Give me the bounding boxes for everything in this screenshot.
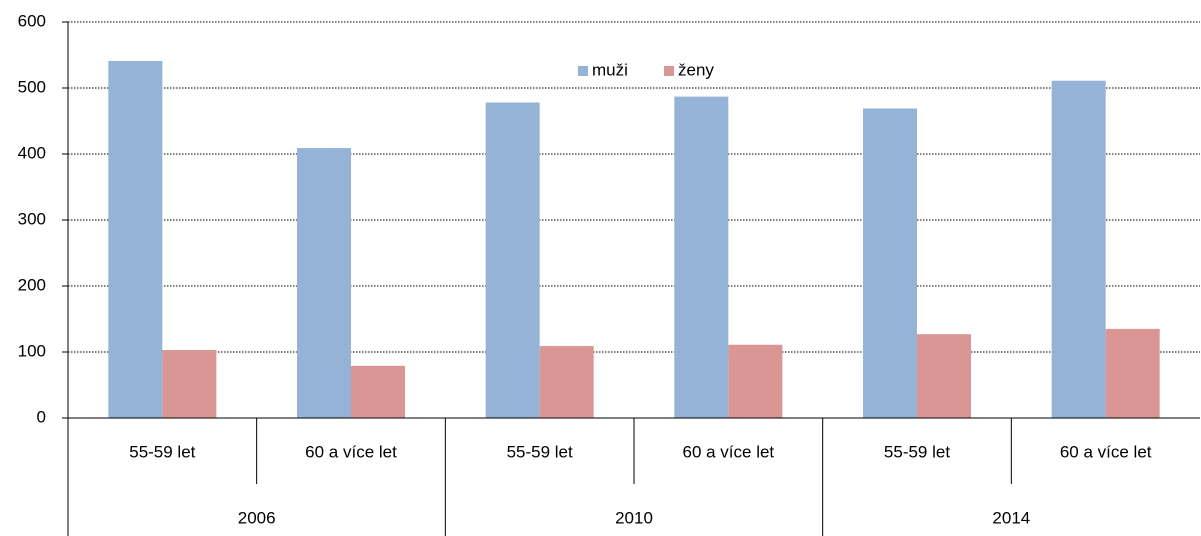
y-tick-label: 400: [18, 143, 46, 162]
x-tick-label: 55-59 let: [884, 442, 950, 461]
y-tick-label: 600: [18, 11, 46, 30]
group-label: 2014: [992, 508, 1030, 527]
x-tick-label: 60 a více let: [305, 442, 397, 461]
legend-label: muži: [592, 60, 628, 79]
bar: [674, 96, 729, 418]
legend-swatch: [664, 66, 674, 76]
legend-label: ženy: [678, 60, 714, 79]
x-tick-label: 55-59 let: [507, 442, 573, 461]
legend-background: [566, 58, 746, 84]
x-tick-label: 60 a více let: [682, 442, 774, 461]
bar: [728, 344, 783, 418]
y-tick-label: 500: [18, 77, 46, 96]
y-tick-label: 200: [18, 275, 46, 294]
y-tick-label: 100: [18, 341, 46, 360]
x-tick-label: 55-59 let: [129, 442, 195, 461]
bar: [1105, 328, 1160, 418]
bar: [1051, 80, 1106, 419]
x-tick-label: 60 a více let: [1060, 442, 1152, 461]
group-label: 2006: [238, 508, 276, 527]
bar: [485, 102, 540, 419]
y-tick-label: 300: [18, 209, 46, 228]
bar: [917, 334, 971, 418]
bar: [863, 108, 917, 419]
bar: [539, 346, 594, 418]
group-label: 2010: [615, 508, 653, 527]
bar: [108, 60, 163, 418]
bar: [297, 148, 351, 418]
bar: [162, 350, 217, 418]
legend-swatch: [578, 66, 588, 76]
bar: [351, 365, 405, 418]
y-tick-label: 0: [37, 407, 46, 426]
